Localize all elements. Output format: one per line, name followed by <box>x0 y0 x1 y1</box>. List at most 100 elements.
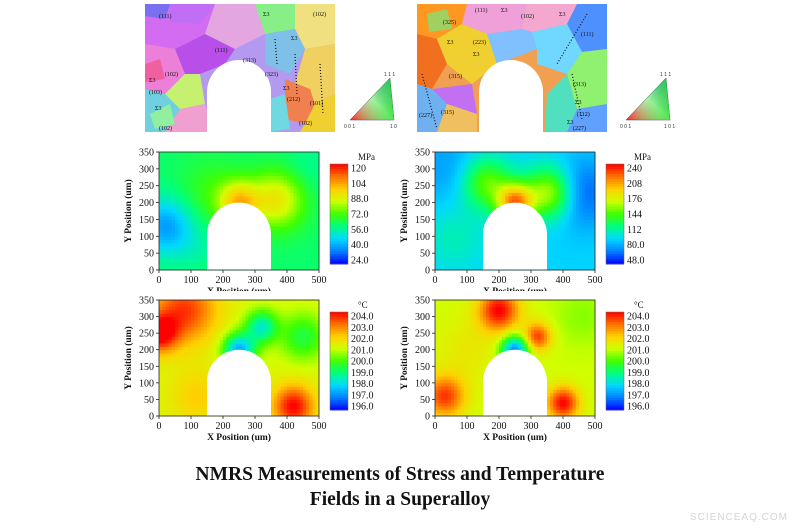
heatmap-cell <box>274 399 278 404</box>
heatmap-cell <box>194 372 198 377</box>
heatmap-cell <box>315 209 320 214</box>
heatmap-cell <box>239 323 243 327</box>
heatmap-cell <box>534 192 538 197</box>
heatmap-cell <box>248 339 253 344</box>
heatmap-cell <box>162 199 166 203</box>
heatmap-cell <box>495 192 500 197</box>
heatmap-cell <box>575 158 580 163</box>
heatmap-cell <box>203 243 208 247</box>
heatmap-cell <box>290 246 294 251</box>
heatmap-cell <box>258 152 262 156</box>
heatmap-cell <box>194 253 198 257</box>
heatmap-cell <box>563 232 567 237</box>
heatmap-cell <box>219 339 224 344</box>
heatmap-cell <box>187 178 192 183</box>
heatmap-cell <box>293 168 297 173</box>
heatmap-cell <box>470 182 474 187</box>
heatmap-cell <box>309 158 313 163</box>
heatmap-cell <box>531 165 535 170</box>
heatmap-cell <box>283 199 288 203</box>
heatmap-cell <box>274 162 278 166</box>
heatmap-cell <box>194 399 198 404</box>
heatmap-cell <box>505 192 509 197</box>
heatmap-cell <box>194 226 198 230</box>
heatmap-cell <box>210 182 214 187</box>
heatmap-cell <box>200 202 205 207</box>
heatmap-cell <box>447 189 452 193</box>
heatmap-cell <box>569 182 573 187</box>
heatmap-cell <box>165 182 169 187</box>
heatmap-cell <box>184 366 189 370</box>
heatmap-cell <box>303 253 307 257</box>
heatmap-cell <box>290 195 294 200</box>
heatmap-cell <box>572 239 577 244</box>
heatmap-cell <box>447 205 452 210</box>
x-tick-label: 300 <box>524 275 539 286</box>
heatmap-cell <box>274 353 278 357</box>
heatmap-cell <box>229 162 233 166</box>
heatmap-cell <box>261 162 265 166</box>
heatmap-cell <box>553 195 557 200</box>
heatmap-cell <box>309 178 313 183</box>
heatmap-cell <box>550 259 554 264</box>
heatmap-cell <box>582 185 586 190</box>
heatmap-cell <box>585 212 589 217</box>
x-tick-label: 200 <box>492 275 507 286</box>
heatmap-cell <box>258 185 262 190</box>
heatmap-cell <box>187 329 192 334</box>
heatmap-cell <box>505 185 509 190</box>
heatmap-cell <box>213 195 217 200</box>
heatmap-cell <box>187 175 192 180</box>
heatmap-cell <box>296 202 301 207</box>
colorbar-segment <box>606 259 624 262</box>
heatmap-cell <box>502 185 506 190</box>
heatmap-cell <box>315 158 320 163</box>
heatmap-cell <box>463 222 468 227</box>
heatmap-cell <box>175 253 179 257</box>
heatmap-cell <box>168 406 173 410</box>
heatmap-cell <box>585 152 589 156</box>
heatmap-cell <box>566 192 570 197</box>
heatmap-cell <box>159 158 163 163</box>
heatmap-cell <box>489 158 493 163</box>
heatmap-cell <box>175 339 179 344</box>
heatmap-cell <box>550 158 554 163</box>
heatmap-cell <box>283 253 288 257</box>
heatmap-cell <box>184 336 189 341</box>
heatmap-cell <box>235 329 240 334</box>
heatmap-cell <box>264 336 269 341</box>
heatmap-cell <box>441 189 445 193</box>
heatmap-cell <box>470 256 474 261</box>
heatmap-cell <box>162 379 166 384</box>
heatmap-cell <box>184 205 189 210</box>
heatmap-cell <box>575 195 580 200</box>
heatmap-cell <box>441 162 445 166</box>
heatmap-cell <box>274 168 278 173</box>
heatmap-cell <box>473 212 477 217</box>
heatmap-cell <box>585 246 589 251</box>
heatmap-cell <box>303 212 307 217</box>
heatmap-cell <box>197 379 201 384</box>
heatmap-cell <box>200 256 205 261</box>
colorbar-segment <box>606 204 624 207</box>
heatmap-cell <box>547 226 551 230</box>
heatmap-cell <box>181 209 185 214</box>
heatmap-cell <box>165 329 169 334</box>
heatmap-cell <box>457 219 461 224</box>
heatmap-cell <box>486 182 490 187</box>
specimen-hole <box>207 202 271 270</box>
heatmap-cell <box>194 349 198 354</box>
heatmap-cell <box>191 369 195 374</box>
heatmap-cell <box>165 359 169 364</box>
heatmap-cell <box>207 178 211 183</box>
heatmap-cell <box>563 158 567 163</box>
heatmap-cell <box>168 313 173 317</box>
heatmap-cell <box>438 253 442 257</box>
heatmap-cell <box>251 323 256 327</box>
heatmap-cell <box>540 162 545 166</box>
heatmap-cell <box>585 189 589 193</box>
heatmap-cell <box>460 182 465 187</box>
heatmap-cell <box>585 192 589 197</box>
heatmap-cell <box>197 175 201 180</box>
heatmap-cell <box>264 168 269 173</box>
